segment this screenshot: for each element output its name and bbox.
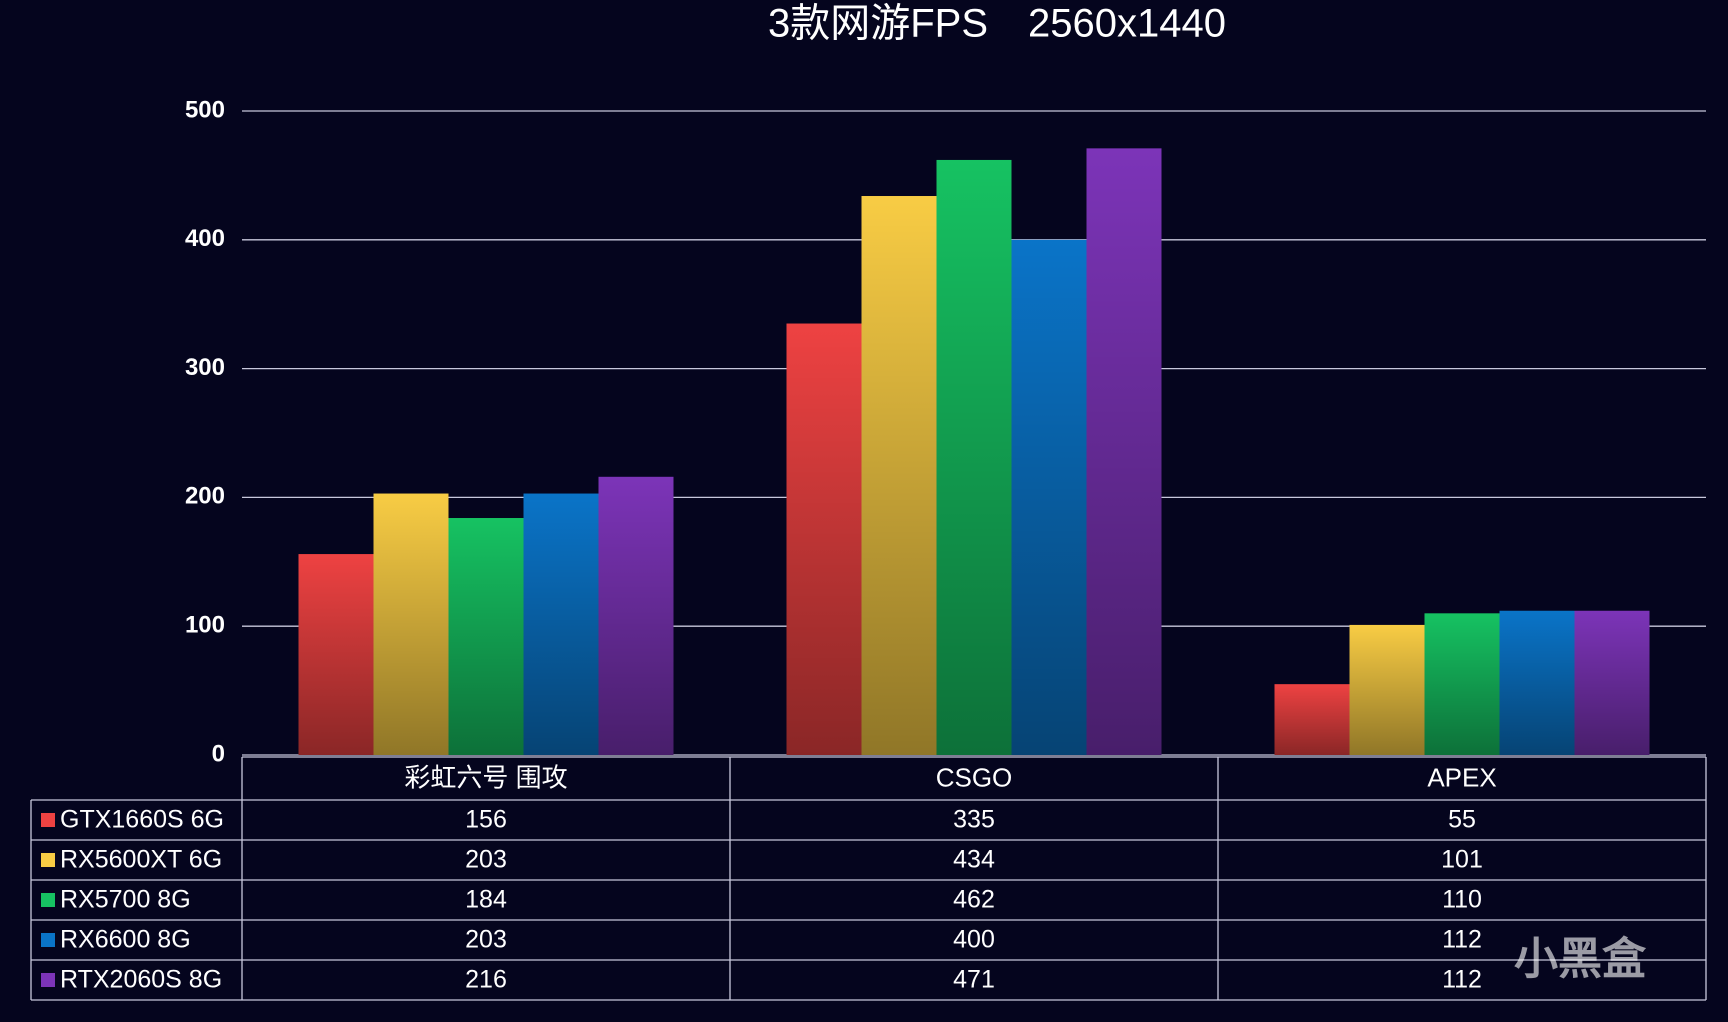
bar-shade: [298, 554, 374, 755]
y-tick-label: 300: [185, 354, 225, 381]
legend-swatch: [41, 893, 55, 907]
table-value: 203: [465, 846, 507, 874]
bar-shade: [373, 493, 449, 755]
table-value: 434: [953, 846, 995, 874]
legend-swatch: [41, 853, 55, 867]
legend-label: RX6600 8G: [60, 926, 191, 954]
legend-swatch: [41, 973, 55, 987]
y-tick-label: 100: [185, 612, 225, 639]
bar-shade: [1349, 624, 1425, 755]
bar-shade: [523, 493, 599, 755]
table-value: 335: [953, 806, 995, 834]
table-value: 112: [1442, 966, 1482, 994]
bar-shade: [786, 323, 862, 755]
bar-shade: [1499, 610, 1575, 755]
table-value: 184: [465, 886, 507, 914]
table-value: 156: [465, 806, 507, 834]
bar-shade: [448, 518, 524, 755]
table-value: 216: [465, 966, 507, 994]
bar-shade: [1424, 613, 1500, 755]
table-value: 462: [953, 886, 995, 914]
watermark: 小黑盒: [1514, 935, 1647, 984]
legend-label: RTX2060S 8G: [60, 966, 222, 994]
legend-label: RX5600XT 6G: [60, 846, 222, 874]
legend-label: RX5700 8G: [60, 886, 191, 914]
table-value: 110: [1442, 886, 1482, 914]
y-tick-label: 200: [185, 483, 225, 510]
legend-label: GTX1660S 6G: [60, 806, 224, 834]
y-tick-label: 500: [185, 96, 225, 123]
bar-shade: [861, 196, 937, 755]
x-tick-label: APEX: [1427, 762, 1496, 792]
bar-shade: [1086, 148, 1162, 756]
table-value: 112: [1442, 926, 1482, 954]
table-value: 55: [1448, 806, 1476, 834]
y-tick-label: 400: [185, 225, 225, 252]
table-value: 400: [953, 926, 995, 954]
bar-shade: [1011, 239, 1087, 756]
bar-shade: [1574, 610, 1650, 755]
chart-title: 3款网游FPS 2560x1440: [768, 2, 1226, 46]
table-value: 471: [953, 966, 995, 994]
x-tick-label: 彩虹六号 围攻: [404, 762, 567, 792]
table-value: 203: [465, 926, 507, 954]
bar-shade: [598, 476, 674, 755]
x-tick-label: CSGO: [936, 762, 1013, 792]
legend-swatch: [41, 813, 55, 827]
legend-swatch: [41, 933, 55, 947]
bar-shade: [936, 159, 1012, 756]
bar-shade: [1274, 684, 1350, 755]
table-value: 101: [1441, 846, 1483, 874]
y-tick-label: 0: [212, 740, 225, 767]
